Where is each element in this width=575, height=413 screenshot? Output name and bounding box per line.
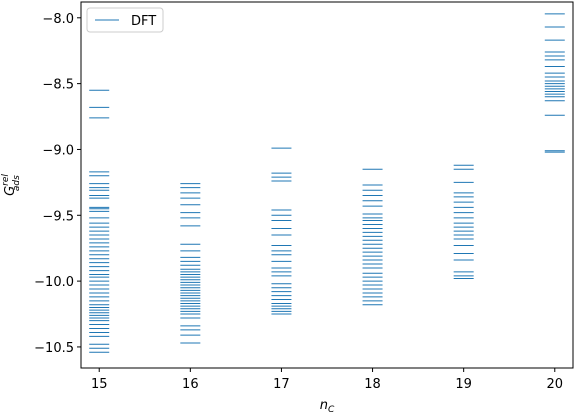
x-tick-label-15: 15 bbox=[91, 377, 108, 392]
y-axis-ticks: −8.0 −8.5 −9.0 −9.5 −10.0 −10.5 bbox=[34, 12, 81, 356]
y-tick-label-3: −9.5 bbox=[42, 209, 74, 224]
y-tick-label-1: −8.5 bbox=[42, 78, 74, 93]
x-tick-label-18: 18 bbox=[364, 377, 381, 392]
legend-box bbox=[86, 7, 164, 33]
y-tick-label-5: −10.5 bbox=[34, 341, 74, 356]
x-axis-label: nC bbox=[320, 398, 335, 413]
plot-area bbox=[81, 2, 573, 368]
legend-label-dft: DFT bbox=[131, 14, 156, 29]
legend: DFT bbox=[86, 7, 164, 33]
x-axis-ticks: 15 16 17 18 19 20 bbox=[91, 368, 563, 392]
x-tick-label-19: 19 bbox=[455, 377, 472, 392]
y-tick-label-4: −10.0 bbox=[34, 275, 74, 290]
plot-frame bbox=[80, 1, 574, 369]
y-tick-label-0: −8.0 bbox=[42, 12, 74, 27]
data-marks bbox=[89, 13, 565, 353]
x-tick-label-17: 17 bbox=[273, 377, 290, 392]
y-axis-label: Grelads bbox=[1, 174, 22, 196]
x-tick-label-20: 20 bbox=[547, 377, 564, 392]
x-tick-label-16: 16 bbox=[182, 377, 199, 392]
y-tick-label-2: −9.0 bbox=[42, 143, 74, 158]
